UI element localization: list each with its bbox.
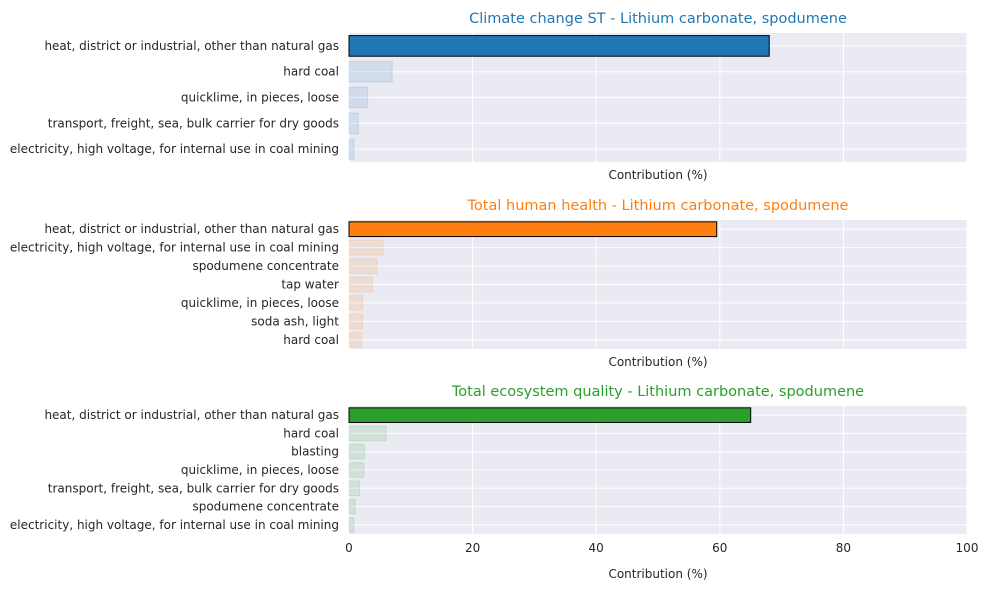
chart-title: Total human health - Lithium carbonate, … — [467, 198, 849, 214]
category-label: heat, district or industrial, other than… — [44, 222, 339, 236]
chart-panel-climate-change: heat, district or industrial, other than… — [10, 11, 968, 182]
category-label: spodumene concentrate — [192, 500, 339, 514]
bar — [348, 517, 355, 533]
bar — [348, 407, 752, 423]
x-tick-label: 80 — [836, 541, 851, 555]
chart-title: Climate change ST - Lithium carbonate, s… — [469, 11, 847, 27]
chart-panel-ecosystem-quality: heat, district or industrial, other than… — [10, 384, 979, 581]
bar — [348, 276, 373, 293]
bar — [348, 425, 387, 442]
bar — [348, 86, 369, 109]
bar — [348, 258, 378, 274]
bar — [348, 60, 393, 83]
category-label: heat, district or industrial, other than… — [44, 39, 339, 53]
category-label: heat, district or industrial, other than… — [44, 408, 339, 422]
x-tick-label: 60 — [712, 541, 727, 555]
category-label: electricity, high voltage, for internal … — [10, 518, 339, 532]
bar — [348, 480, 361, 497]
category-label: tap water — [281, 278, 339, 292]
bar — [348, 112, 359, 135]
x-axis-label: Contribution (%) — [608, 567, 707, 581]
category-label: quicklime, in pieces, loose — [181, 296, 339, 310]
bar — [348, 221, 718, 238]
chart-panel-human-health: heat, district or industrial, other than… — [10, 198, 968, 369]
bar — [348, 443, 365, 460]
category-label: blasting — [291, 445, 339, 459]
bar — [348, 462, 365, 478]
x-tick-label: 40 — [589, 541, 604, 555]
bar — [348, 35, 770, 57]
category-label: quicklime, in pieces, loose — [181, 91, 339, 105]
bar — [348, 498, 356, 515]
category-label: spodumene concentrate — [192, 259, 339, 273]
bar — [348, 295, 364, 311]
bar — [348, 138, 355, 160]
x-axis-label: Contribution (%) — [608, 168, 707, 182]
category-label: transport, freight, sea, bulk carrier fo… — [48, 481, 339, 495]
x-tick-label: 100 — [956, 541, 979, 555]
category-label: soda ash, light — [251, 314, 339, 328]
category-label: transport, freight, sea, bulk carrier fo… — [48, 116, 339, 130]
category-label: electricity, high voltage, for internal … — [10, 142, 339, 156]
bar — [348, 313, 364, 330]
category-label: hard coal — [283, 65, 339, 79]
x-axis-label: Contribution (%) — [608, 355, 707, 369]
bar — [348, 239, 384, 256]
x-tick-label: 20 — [465, 541, 480, 555]
bar — [348, 331, 363, 348]
category-label: quicklime, in pieces, loose — [181, 463, 339, 477]
category-label: electricity, high voltage, for internal … — [10, 241, 339, 255]
category-label: hard coal — [283, 333, 339, 347]
chart-title: Total ecosystem quality - Lithium carbon… — [451, 384, 864, 400]
x-tick-label: 0 — [345, 541, 353, 555]
category-label: hard coal — [283, 426, 339, 440]
